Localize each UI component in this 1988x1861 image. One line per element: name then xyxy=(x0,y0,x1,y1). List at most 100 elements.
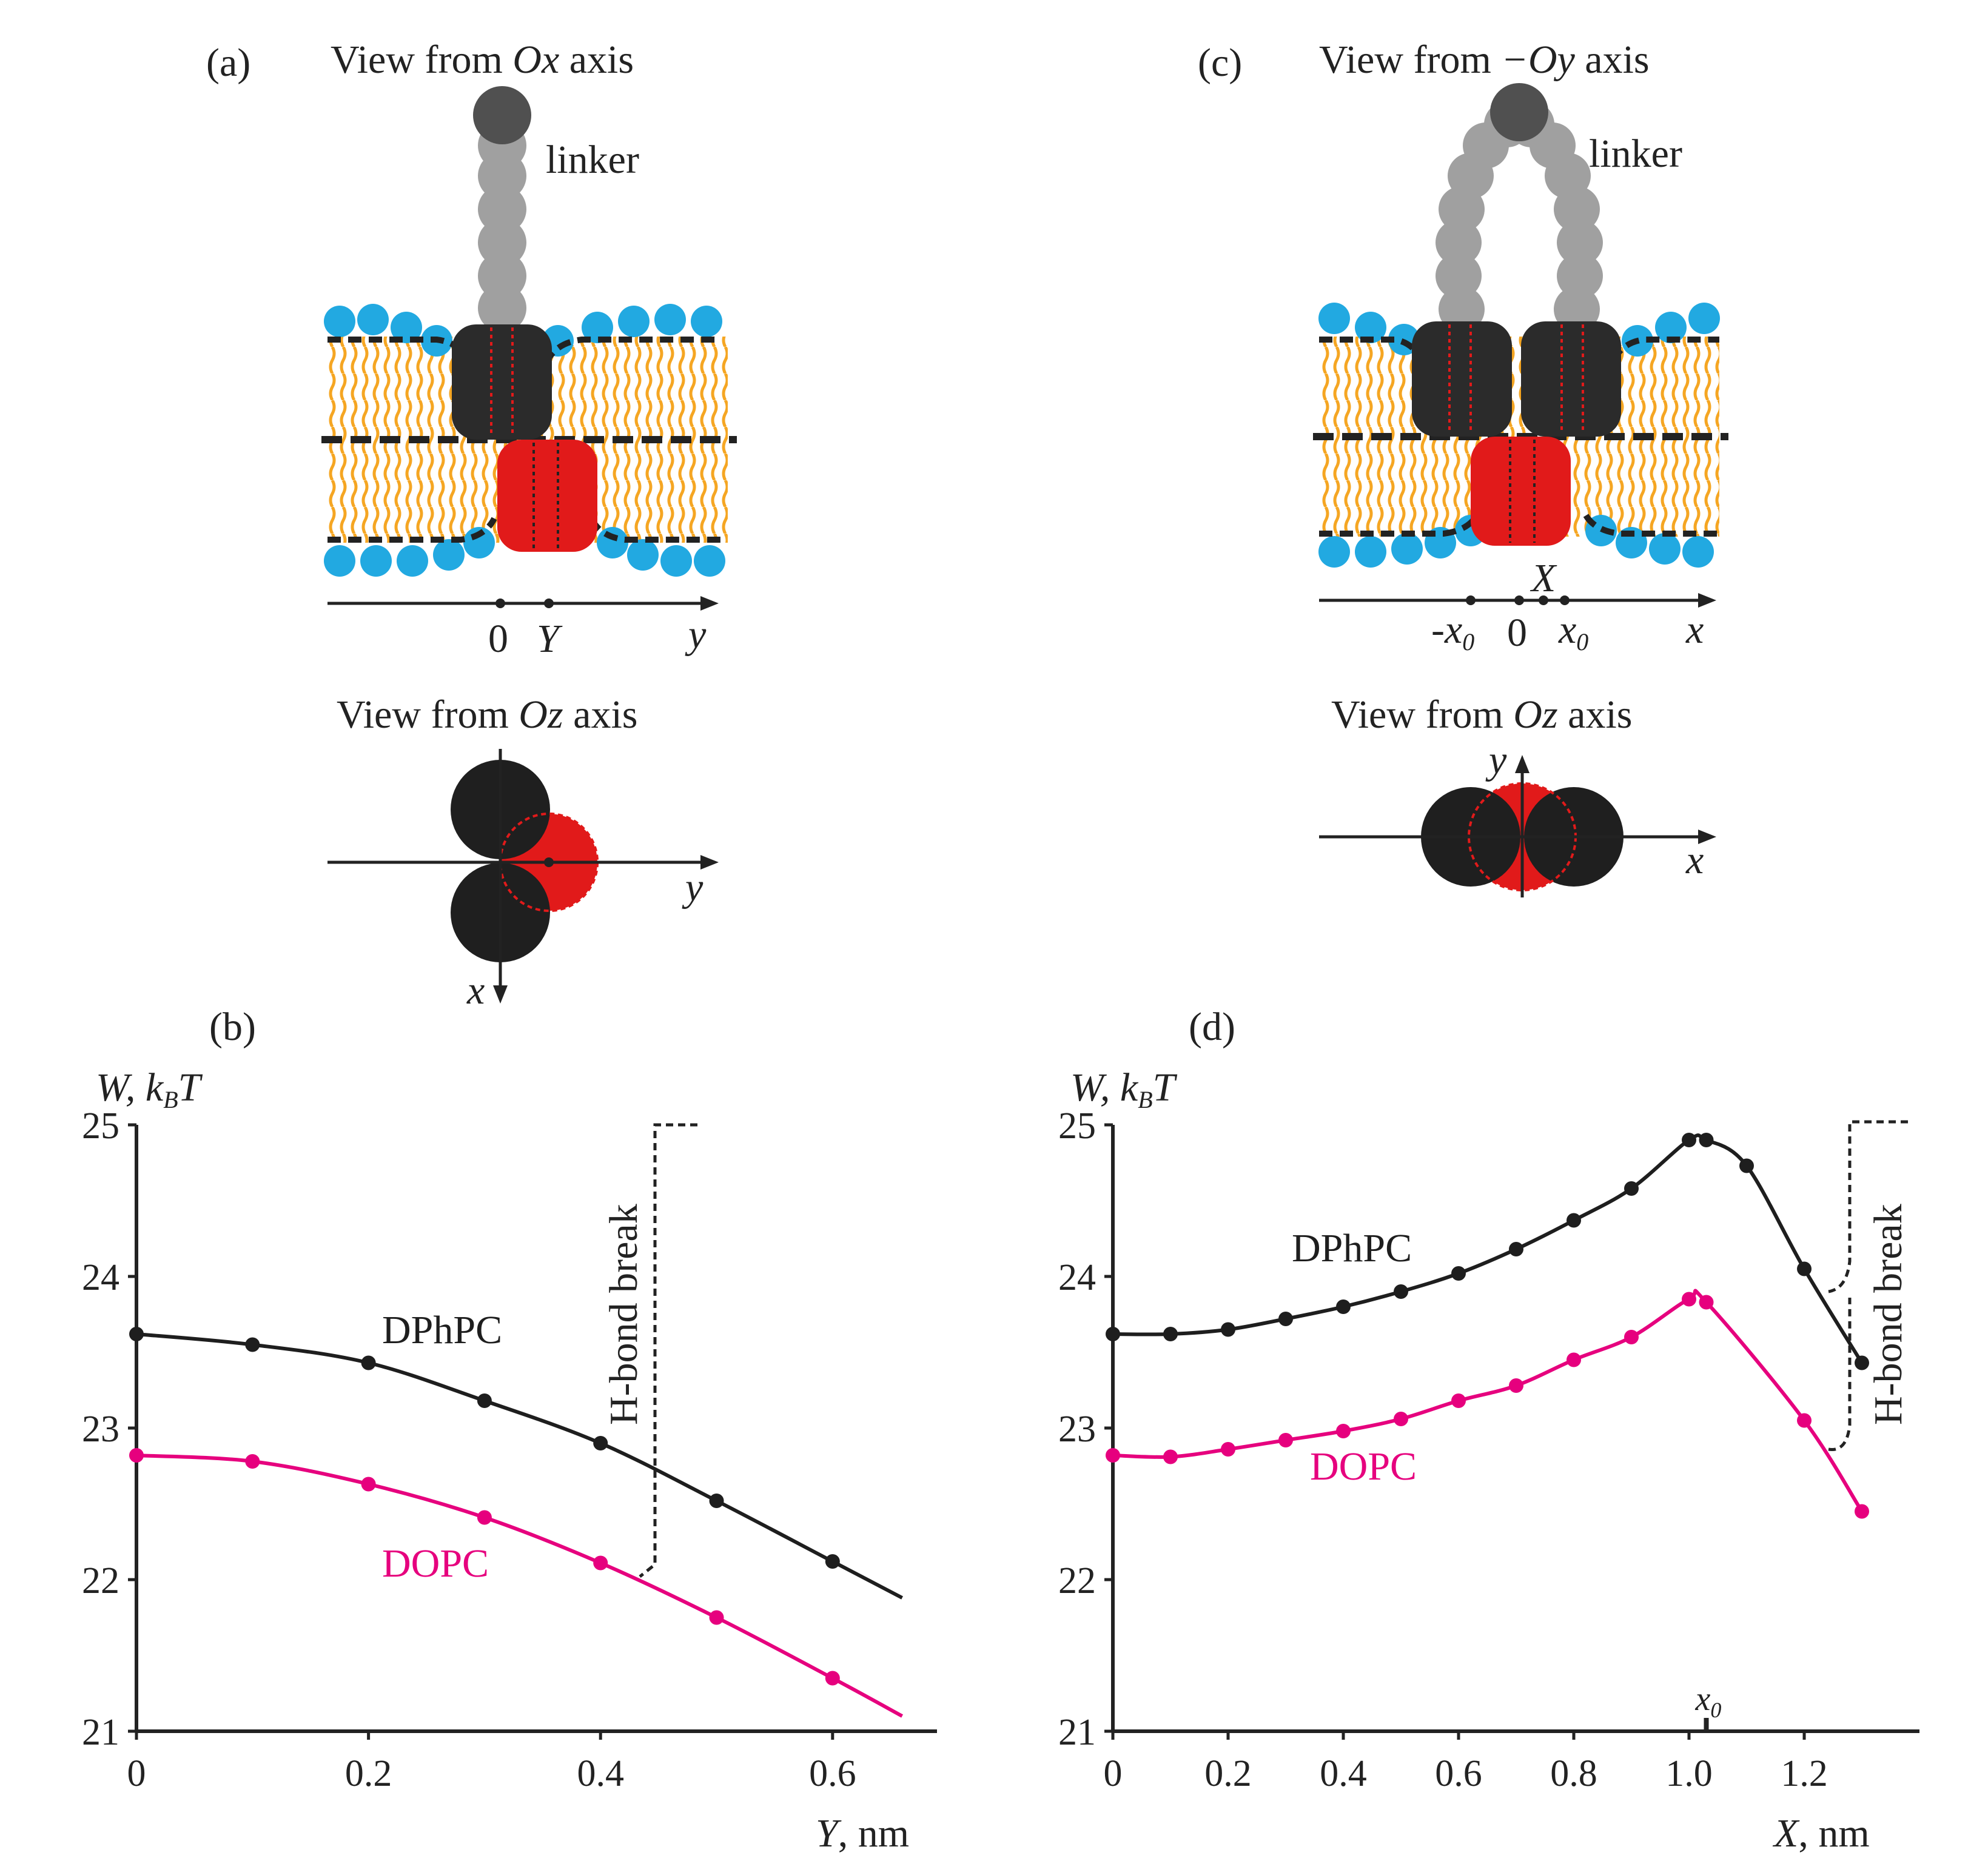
x-tick-label: 0 xyxy=(127,1753,146,1794)
x-tick-label: 0.4 xyxy=(577,1753,624,1794)
data-point-dphpc xyxy=(1451,1266,1466,1281)
chart-b-xlabel: Y, nm xyxy=(816,1811,909,1856)
peptide-left-c xyxy=(1412,321,1512,437)
series-line-dphpc xyxy=(1112,1133,1864,1364)
tick-minus-x0-c: -x0 xyxy=(1431,608,1474,656)
data-point-dphpc xyxy=(477,1393,492,1408)
peptide-top-a xyxy=(452,324,552,440)
x-tick-label: 0.2 xyxy=(345,1753,392,1794)
data-point-dphpc xyxy=(825,1554,840,1569)
tick-x0-c: x0 xyxy=(1558,608,1588,656)
data-point-dphpc xyxy=(1278,1312,1293,1326)
x-tick-label: 1.2 xyxy=(1781,1753,1828,1794)
lipid-heads-bottom xyxy=(324,527,725,577)
series-line-dopc xyxy=(136,1454,904,1718)
chart-d-marks: 21 22 23 24 25 0 0.2 0.4 0.6 0.8 1.0 1.2 x0 DPhPC DOPC xyxy=(1058,1105,1919,1794)
peptide-bottom-c xyxy=(1471,437,1571,546)
data-point-dphpc xyxy=(1682,1133,1696,1147)
panel-a-linker-label: linker xyxy=(546,138,639,182)
data-point-dopc xyxy=(129,1448,144,1463)
data-point-dphpc xyxy=(1739,1158,1754,1173)
h-bond-bracket-d-top xyxy=(1828,1120,1910,1293)
data-point-dphpc xyxy=(1699,1133,1714,1147)
tick-X-c: X xyxy=(1530,556,1557,600)
data-point-dopc xyxy=(709,1610,724,1625)
data-point-dopc xyxy=(1336,1424,1351,1438)
data-point-dphpc xyxy=(593,1436,608,1450)
data-point-dphpc xyxy=(1106,1327,1120,1341)
x-tick-label: 0.2 xyxy=(1204,1753,1252,1794)
data-point-dphpc xyxy=(709,1494,724,1508)
lipid-heads-top xyxy=(324,304,722,357)
y-tick-label: 24 xyxy=(1058,1257,1096,1298)
x0-marker-label: x0 xyxy=(1695,1680,1722,1722)
chart-b: (b) W, kBT Y, nm 21 22 23 24 25 0 0.2 0.4 0.6 DPh… xyxy=(82,1005,937,1856)
series-line-dphpc xyxy=(136,1332,903,1600)
panel-a-top-view-title: View from Oz axis xyxy=(337,692,637,737)
data-point-dopc xyxy=(1699,1295,1714,1310)
y-tick-label: 25 xyxy=(1058,1105,1096,1147)
panel-b-label: (b) xyxy=(209,1005,256,1049)
y-tick-label: 23 xyxy=(82,1409,119,1450)
y-tick-label: 22 xyxy=(82,1560,119,1601)
h-bond-bracket-d-bottom xyxy=(1828,1298,1852,1451)
chart-d-ylabel: W, kBT xyxy=(1070,1065,1178,1113)
series-label-dphpc: DPhPC xyxy=(1292,1226,1412,1270)
data-point-dopc xyxy=(825,1671,840,1686)
top-axis-y-c: y xyxy=(1485,738,1507,782)
tick-Y-a: Y xyxy=(537,617,563,661)
data-point-dopc xyxy=(361,1477,376,1492)
data-point-dopc xyxy=(477,1510,492,1525)
data-point-dphpc xyxy=(1221,1322,1235,1337)
peptide-bottom-a xyxy=(497,440,597,552)
y-tick-label: 25 xyxy=(82,1105,119,1147)
data-point-dphpc xyxy=(1163,1327,1178,1341)
linker-head xyxy=(1490,83,1548,141)
panel-c-label: (c) xyxy=(1198,41,1242,85)
data-point-dopc xyxy=(1278,1433,1293,1447)
top-axis-x-c: x xyxy=(1685,838,1704,882)
data-point-dopc xyxy=(1163,1449,1178,1464)
data-point-dopc xyxy=(593,1555,608,1571)
tick-0-c: 0 xyxy=(1507,611,1527,655)
data-point-dopc xyxy=(1797,1413,1812,1428)
series-label-dopc: DOPC xyxy=(382,1541,489,1586)
data-point-dphpc xyxy=(1509,1242,1523,1256)
series-label-dopc: DOPC xyxy=(1310,1444,1417,1489)
top-view-a: y x xyxy=(327,749,719,1013)
x-tick-label: 0 xyxy=(1104,1753,1123,1794)
x-tick-label: 0.4 xyxy=(1320,1753,1367,1794)
x-tick-label: 0.6 xyxy=(1435,1753,1482,1794)
panel-c: (c) View from −Oy axis linker xyxy=(1198,38,1728,897)
data-point-dopc xyxy=(1221,1442,1235,1457)
y-tick-label: 23 xyxy=(1058,1409,1096,1450)
data-point-dopc xyxy=(1106,1448,1120,1463)
data-point-dphpc xyxy=(1394,1284,1408,1299)
data-point-dopc xyxy=(1567,1352,1581,1367)
chart-b-ylabel: W, kBT xyxy=(96,1065,203,1113)
chart-d-xlabel: X, nm xyxy=(1772,1811,1870,1856)
linker-head xyxy=(473,86,531,144)
x-tick-label: 1.0 xyxy=(1665,1753,1713,1794)
y-tick-label: 21 xyxy=(1058,1712,1096,1753)
data-point-dopc xyxy=(1624,1330,1639,1344)
h-bond-bracket-b xyxy=(639,1123,697,1578)
panel-a: (a) View from Ox axis linker xyxy=(206,38,737,1013)
chart-d: (d) W, kBT X, nm 21 22 23 24 25 0 0.2 0.4 0.6 0.8… xyxy=(1058,1005,1919,1856)
data-point-dopc xyxy=(1394,1412,1408,1426)
top-axis-x-a: x xyxy=(466,968,485,1013)
series-label-dphpc: DPhPC xyxy=(382,1308,502,1352)
x-tick-label: 0.6 xyxy=(809,1753,856,1794)
panel-c-linker-label: linker xyxy=(1589,132,1682,176)
axis-y-label-a: y xyxy=(685,612,707,657)
top-axis-y-a: y xyxy=(682,865,704,910)
panel-d-label: (d) xyxy=(1189,1005,1235,1049)
data-point-dphpc xyxy=(1567,1213,1581,1228)
data-point-dphpc xyxy=(1624,1181,1639,1196)
x-tick-label: 0.8 xyxy=(1550,1753,1597,1794)
data-point-dphpc xyxy=(245,1337,260,1352)
data-point-dopc xyxy=(245,1454,260,1469)
data-point-dopc xyxy=(1451,1393,1466,1408)
h-bond-annotation-b: H-bond break xyxy=(602,1204,646,1425)
